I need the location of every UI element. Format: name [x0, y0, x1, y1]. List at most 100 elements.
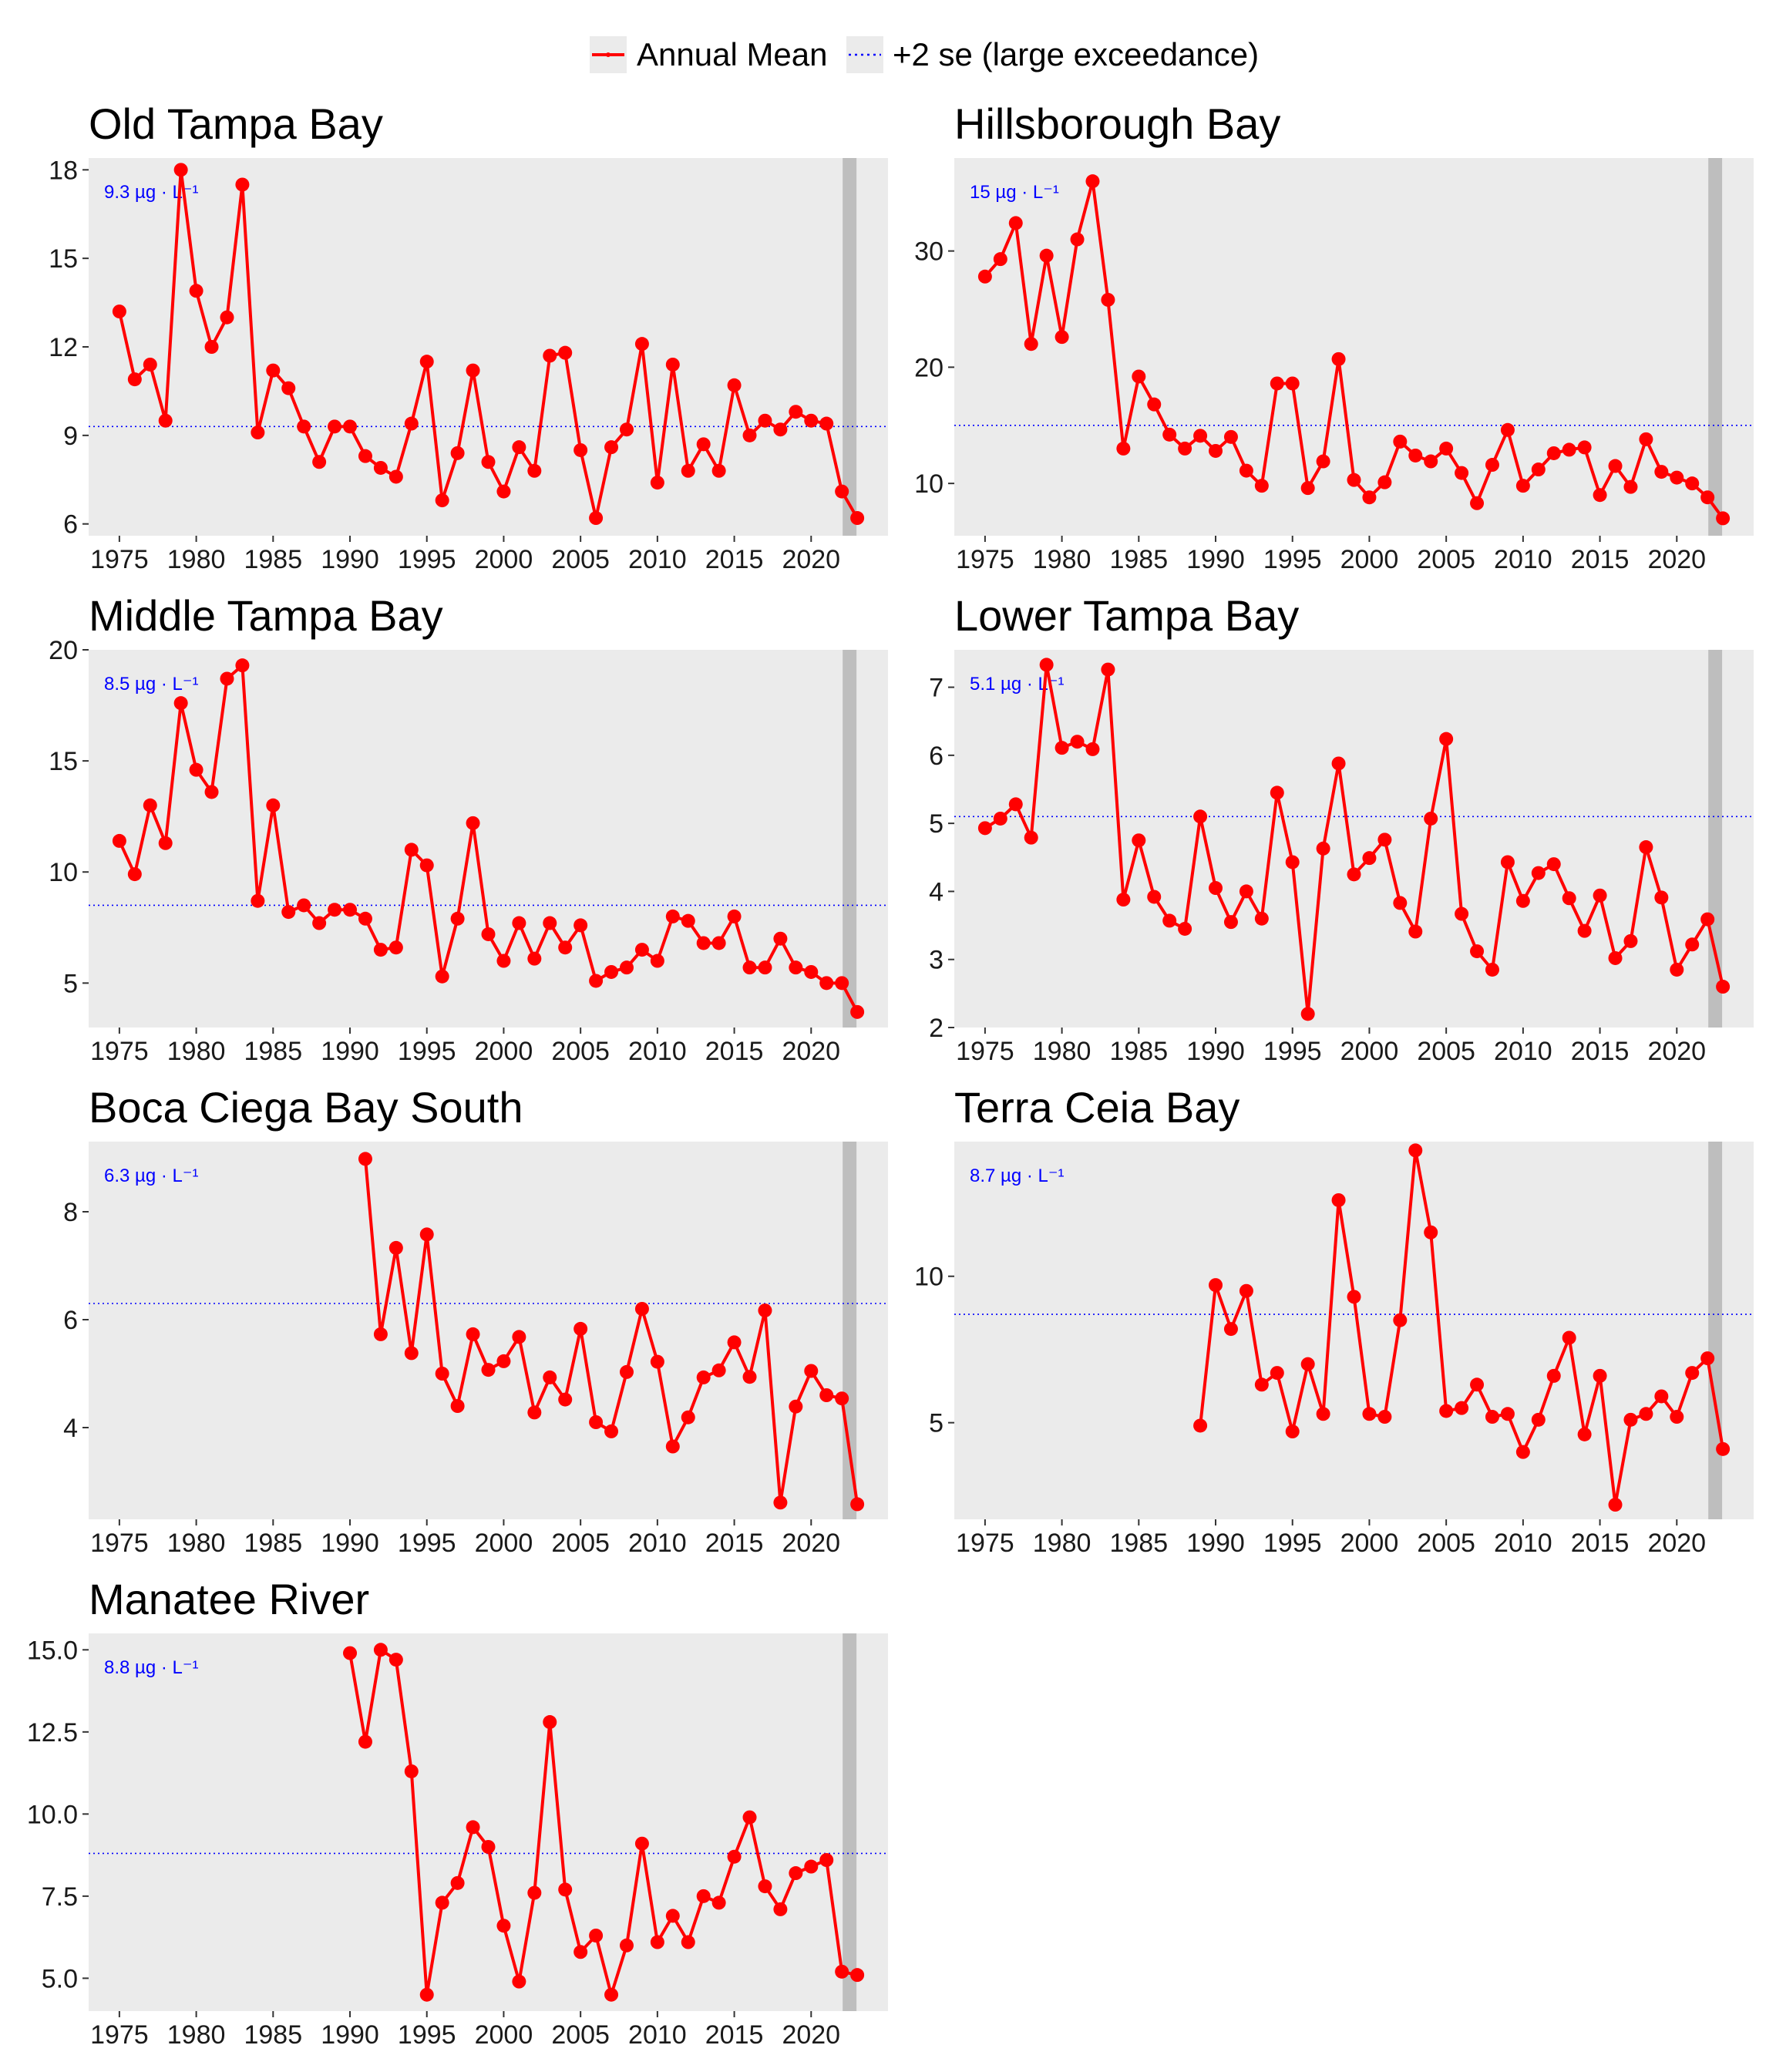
data-point [481, 1839, 496, 1854]
data-point [1593, 1368, 1607, 1383]
x-tick-label: 1990 [321, 1529, 379, 1558]
y-tick-label: 15.0 [27, 1636, 78, 1665]
panel-background [89, 1633, 888, 2011]
data-point [1178, 441, 1192, 456]
data-point [1193, 1418, 1208, 1433]
y-tick-label: 2 [929, 1014, 944, 1043]
x-tick-label: 2010 [1494, 1529, 1552, 1558]
x-tick-label: 2005 [1417, 1529, 1475, 1558]
y-tick-label: 18 [49, 156, 78, 185]
y-tick-label: 30 [914, 237, 944, 267]
data-point [419, 355, 434, 369]
legend: Annual Mean +2 se (large exceedance) [590, 36, 1259, 73]
data-point [619, 1364, 634, 1379]
data-point [496, 1354, 511, 1368]
data-point [1700, 912, 1715, 927]
data-point [543, 1715, 557, 1730]
data-point [1254, 911, 1269, 926]
data-point [1162, 913, 1177, 928]
data-point [466, 816, 480, 830]
x-tick-label: 2000 [1340, 545, 1399, 574]
x-tick-label: 1995 [1263, 1529, 1322, 1558]
x-tick-label: 2010 [628, 545, 687, 574]
data-point [1085, 742, 1100, 756]
data-point [527, 1405, 542, 1420]
y-tick-label: 10 [49, 858, 78, 887]
data-point [481, 927, 496, 941]
panel-background [954, 1142, 1754, 1519]
data-point [1393, 434, 1408, 449]
data-point [527, 1885, 542, 1900]
data-point [1639, 432, 1653, 446]
y-tick-label: 5 [63, 969, 78, 998]
data-point [1424, 454, 1438, 469]
data-point [773, 1495, 788, 1510]
data-point [1531, 1412, 1546, 1427]
panel-middle-tampa-bay: Middle Tampa Bay 8.5 µg · L⁻¹ 5 10 15 20 1975 1… [49, 591, 888, 1066]
x-tick-label: 1990 [321, 545, 379, 574]
data-point [589, 511, 604, 526]
data-point [1608, 1498, 1623, 1512]
data-point [127, 372, 142, 387]
data-point [1685, 1366, 1700, 1381]
panel-background [89, 1142, 888, 1519]
data-point [1623, 933, 1638, 948]
data-point [850, 1968, 865, 1983]
data-point [789, 1866, 803, 1881]
data-point [634, 943, 649, 957]
data-point [1546, 1368, 1561, 1383]
x-tick-label: 1980 [1033, 1037, 1092, 1066]
data-point [558, 1882, 573, 1897]
data-point [312, 916, 327, 930]
data-point [665, 357, 680, 372]
data-point [804, 964, 819, 979]
data-point [1377, 1410, 1392, 1424]
x-tick-label: 1985 [244, 1037, 302, 1066]
y-tick-label: 6 [63, 510, 78, 540]
x-tick-label: 1975 [90, 1529, 149, 1558]
threshold-label: 6.3 µg · L⁻¹ [104, 1166, 199, 1186]
data-point [835, 1964, 849, 1979]
data-point [604, 440, 619, 455]
x-tick-label: 1985 [244, 545, 302, 574]
data-point [1254, 479, 1269, 493]
x-tick-label: 2000 [1340, 1037, 1399, 1066]
data-point [1562, 1330, 1576, 1345]
data-point [681, 1935, 695, 1949]
panel-title: Old Tampa Bay [89, 99, 383, 148]
data-point [1132, 369, 1146, 384]
x-tick-label: 1975 [956, 1529, 1014, 1558]
legend-key-series-point [606, 52, 610, 57]
data-point [850, 511, 865, 526]
data-point [450, 446, 465, 460]
data-point [574, 1321, 588, 1336]
y-tick-label: 10 [914, 1263, 944, 1292]
data-point [1562, 891, 1576, 906]
data-point [1439, 441, 1454, 456]
data-point [742, 960, 757, 975]
data-point [1331, 352, 1346, 366]
data-point [1639, 840, 1653, 855]
data-point [1070, 232, 1085, 247]
data-point [589, 974, 604, 988]
data-point [1408, 448, 1423, 462]
data-point [711, 936, 726, 950]
data-point [1439, 1404, 1454, 1418]
data-point [1223, 915, 1238, 930]
data-point [435, 1367, 449, 1381]
data-point [804, 413, 819, 428]
data-point [220, 310, 234, 325]
x-tick-label: 2000 [475, 1529, 533, 1558]
y-tick-label: 7 [929, 674, 944, 703]
x-tick-label: 1980 [167, 1529, 226, 1558]
data-point [993, 252, 1007, 267]
data-point [804, 1859, 819, 1874]
y-tick-label: 12.5 [27, 1718, 78, 1747]
panel-manatee-river: Manatee River 8.8 µg · L⁻¹ 5.0 7.5 10.0 12.5 1… [27, 1575, 888, 2050]
data-point [1546, 446, 1561, 460]
data-point [789, 1399, 803, 1414]
data-point [358, 1734, 372, 1749]
data-point [727, 378, 742, 392]
